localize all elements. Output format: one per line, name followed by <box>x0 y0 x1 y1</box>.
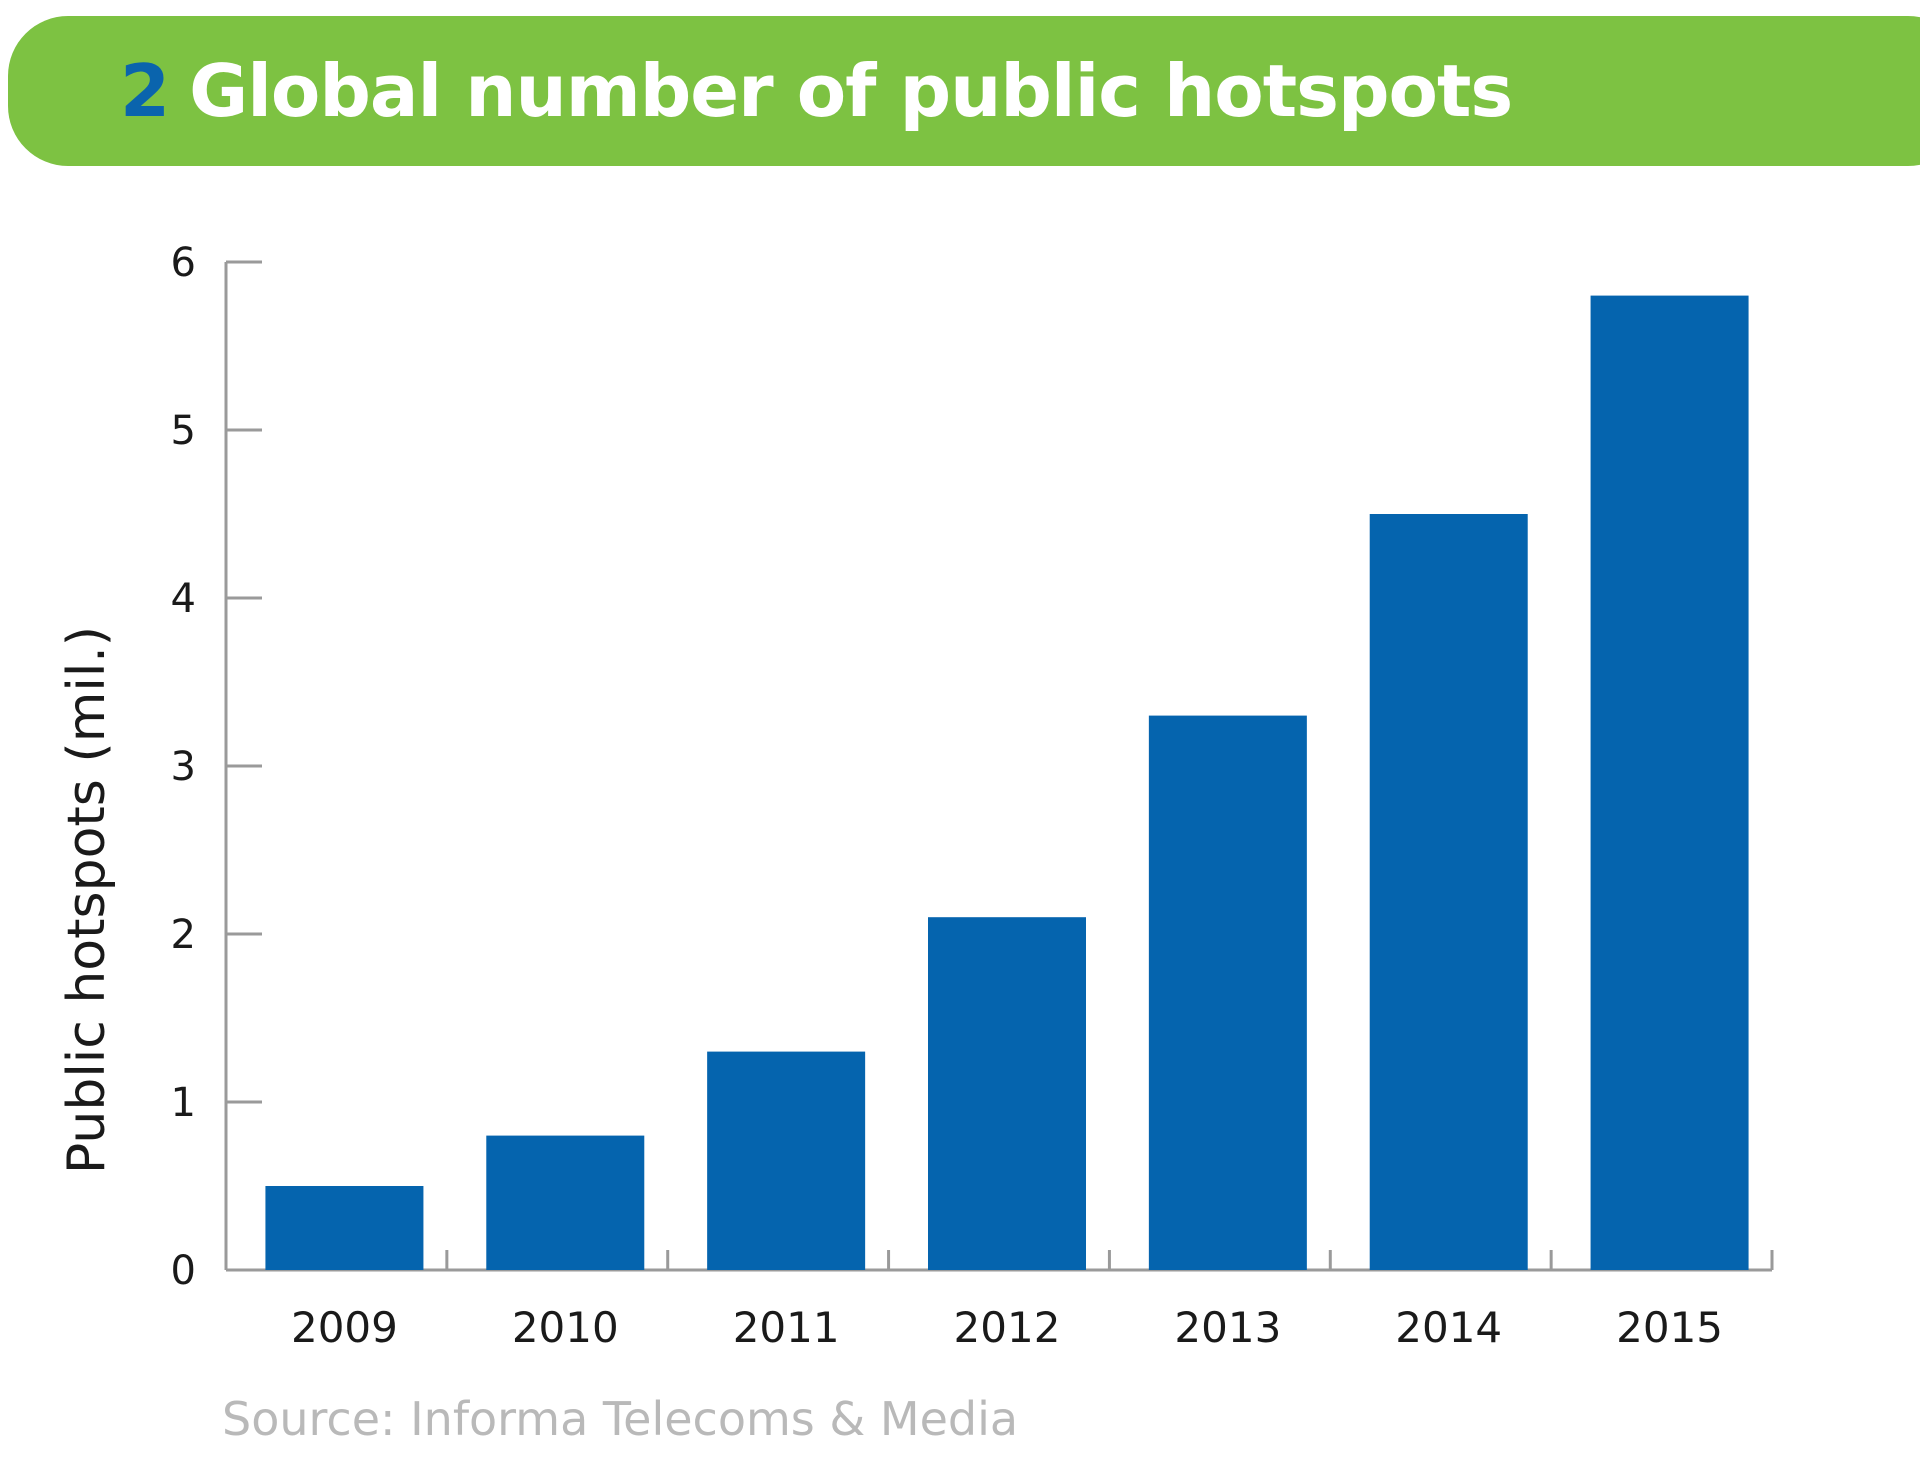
x-tick-label: 2012 <box>954 1303 1061 1352</box>
x-tick-label: 2014 <box>1395 1303 1502 1352</box>
y-tick-label: 3 <box>171 744 196 790</box>
chart-bars <box>265 295 1749 1271</box>
y-tick-label: 6 <box>171 240 196 286</box>
x-tick-label: 2010 <box>512 1303 619 1352</box>
y-tick-label: 1 <box>171 1080 196 1126</box>
bar-2011 <box>707 1051 866 1270</box>
x-tick-label: 2015 <box>1616 1303 1723 1352</box>
x-tick-labels: 2009 2010 2011 2012 2013 2014 2015 <box>291 1303 1723 1352</box>
y-axis-label: Public hotspots (mil.) <box>57 626 117 1174</box>
bar-2014 <box>1369 514 1528 1270</box>
bar-2012 <box>928 917 1086 1270</box>
x-tick-label: 2011 <box>733 1303 840 1352</box>
bar-2015 <box>1590 295 1749 1271</box>
chart-title-banner: 2 Global number of public hotspots <box>8 16 1920 166</box>
source-note: Source: Informa Telecoms & Media <box>222 1392 1019 1446</box>
y-tick-labels: 0 1 2 3 4 5 6 <box>171 240 196 1294</box>
figure-number: 2 <box>120 49 170 133</box>
bar-2013 <box>1148 715 1307 1270</box>
chart-title-text: Global number of public hotspots <box>189 49 1513 133</box>
bar-2009 <box>265 1186 424 1270</box>
x-tick-label: 2013 <box>1174 1303 1281 1352</box>
bar-2010 <box>486 1135 645 1270</box>
y-tick-label: 5 <box>171 408 196 454</box>
chart-title: 2 Global number of public hotspots <box>120 49 1513 133</box>
x-tick-label: 2009 <box>291 1303 398 1352</box>
y-tick-label: 2 <box>171 912 196 958</box>
y-tick-label: 0 <box>171 1248 196 1294</box>
y-tick-label: 4 <box>171 576 196 622</box>
